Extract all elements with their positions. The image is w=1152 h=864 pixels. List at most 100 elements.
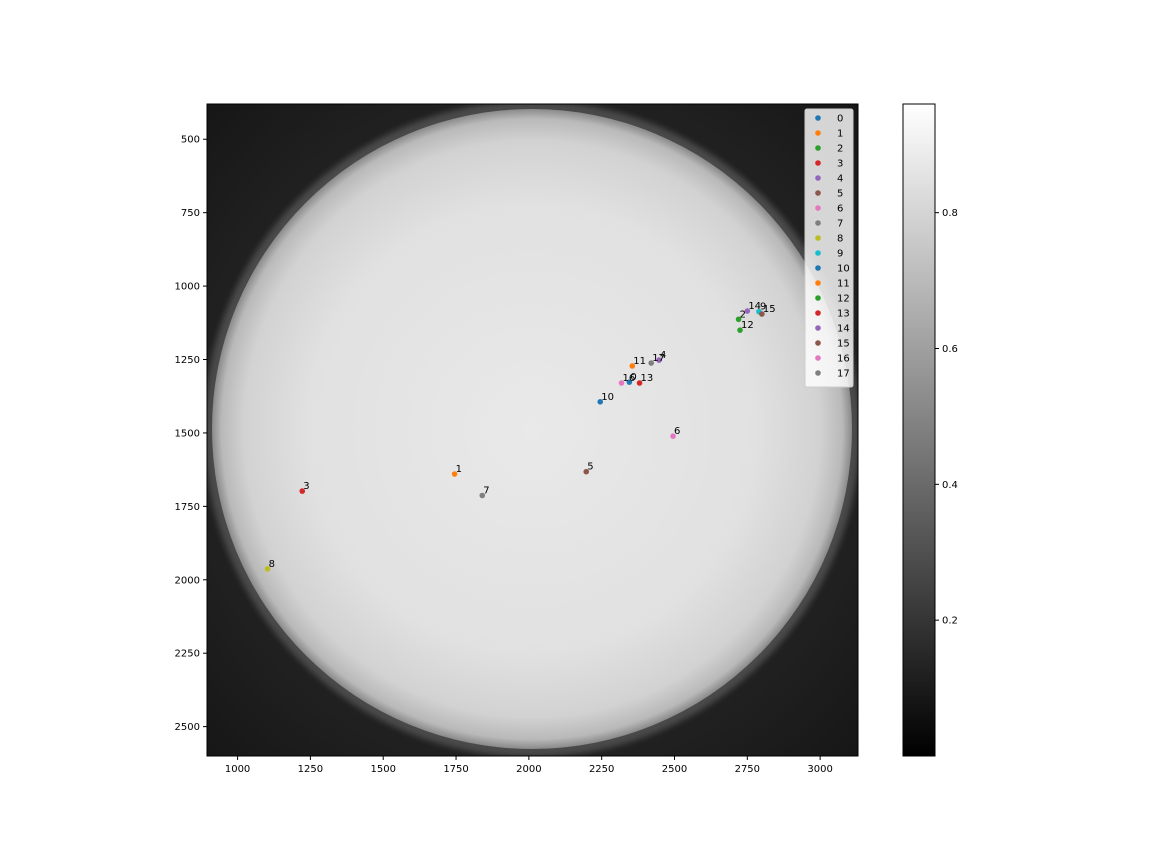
legend-label-15: 15 <box>837 339 850 350</box>
scatter-point-15 <box>759 311 765 317</box>
y-tick-label: 1250 <box>175 355 200 366</box>
x-axis: 1000 1250 1500 1750 2000 2250 2500 2750 3000 <box>225 756 833 775</box>
legend-label-10: 10 <box>837 264 850 275</box>
point-label-7: 7 <box>483 485 489 496</box>
legend-marker-16 <box>815 355 821 361</box>
point-label-11: 11 <box>633 356 646 367</box>
x-tick-label: 1500 <box>370 764 395 775</box>
legend-marker-9 <box>815 250 821 256</box>
x-tick-label: 1250 <box>298 764 323 775</box>
colorbar-gradient <box>903 104 935 756</box>
y-axis: 500 750 1000 1250 1500 1750 2000 2250 2500 <box>175 135 207 733</box>
x-tick-label: 2750 <box>735 764 760 775</box>
legend-marker-10 <box>815 265 821 271</box>
colorbar-frame <box>902 103 936 757</box>
x-tick-label: 2500 <box>662 764 687 775</box>
point-label-3: 3 <box>303 481 309 492</box>
legend-marker-11 <box>815 280 821 286</box>
legend-marker-17 <box>815 370 821 376</box>
scatter-point-0 <box>626 379 633 385</box>
y-tick-label: 1750 <box>175 502 200 513</box>
legend-label-2: 2 <box>837 144 843 155</box>
point-label-17: 17 <box>652 353 665 364</box>
colorbar-tick-label: 0.4 <box>942 480 958 491</box>
legend-label-1: 1 <box>837 129 843 140</box>
scatter-point-14 <box>744 308 751 314</box>
image-axes: 1000 1250 1500 1750 2000 2250 2500 2750 3000 500… <box>175 103 859 775</box>
legend-marker-5 <box>815 190 821 196</box>
scatter-point-6 <box>670 433 676 439</box>
x-tick-label: 3000 <box>807 764 832 775</box>
legend-marker-15 <box>815 340 821 346</box>
x-tick-label: 2000 <box>516 764 541 775</box>
solar-disk <box>212 109 852 749</box>
colorbar-tick-label: 0.6 <box>942 344 958 355</box>
legend-label-4: 4 <box>837 174 843 185</box>
legend-marker-2 <box>815 145 821 151</box>
colorbar-tick-label: 0.2 <box>942 616 958 627</box>
x-tick-label: 1000 <box>225 764 250 775</box>
legend-marker-12 <box>815 295 821 301</box>
scatter-point-1 <box>451 471 458 477</box>
colorbar: 0.2 0.4 0.6 0.8 <box>902 103 958 757</box>
point-label-8: 8 <box>269 559 275 570</box>
scatter-point-10 <box>597 399 604 405</box>
legend-label-3: 3 <box>837 159 843 170</box>
point-label-6: 6 <box>674 426 680 437</box>
axes-frame <box>206 103 859 757</box>
point-label-0: 0 <box>630 372 636 383</box>
scatter-point-7 <box>479 492 486 499</box>
y-tick-label: 2250 <box>175 649 200 660</box>
legend-label-7: 7 <box>837 219 843 230</box>
y-tick-label: 750 <box>181 208 200 219</box>
point-label-12: 12 <box>741 320 754 331</box>
legend-label-14: 14 <box>837 324 850 335</box>
scatter-point-5 <box>583 468 590 475</box>
point-label-2: 2 <box>740 309 746 320</box>
y-tick-label: 500 <box>181 135 200 146</box>
legend-label-5: 5 <box>837 189 843 200</box>
legend-label-6: 6 <box>837 204 843 215</box>
legend-marker-7 <box>815 220 821 226</box>
scatter-point-16 <box>618 380 625 386</box>
legend-label-17: 17 <box>837 369 850 380</box>
scatter-point-8 <box>264 566 271 572</box>
scatter-point-4 <box>656 357 662 363</box>
y-tick-label: 2500 <box>175 722 200 733</box>
scatter-point-12 <box>737 327 743 333</box>
point-label-1: 1 <box>456 464 462 475</box>
scatter-point-3 <box>299 488 306 494</box>
legend-label-12: 12 <box>837 294 850 305</box>
scatter-point-17 <box>648 360 654 366</box>
y-tick-label: 2000 <box>175 575 200 586</box>
y-tick-label: 1000 <box>175 282 200 293</box>
point-label-15: 15 <box>763 304 776 315</box>
point-label-14: 14 <box>748 301 761 312</box>
legend-marker-14 <box>815 325 821 331</box>
legend-marker-6 <box>815 205 821 211</box>
point-label-13: 13 <box>641 373 654 384</box>
legend-marker-13 <box>815 310 821 316</box>
point-label-9: 9 <box>760 302 766 313</box>
legend-label-0: 0 <box>837 114 843 125</box>
colorbar-ticks: 0.2 0.4 0.6 0.8 <box>935 208 958 627</box>
legend-label-13: 13 <box>837 309 850 320</box>
point-label-5: 5 <box>587 462 593 473</box>
scatter-point-11 <box>629 363 636 369</box>
point-label-4: 4 <box>660 350 666 361</box>
legend-marker-3 <box>815 160 821 166</box>
scatter-point-13 <box>636 380 643 386</box>
legend-label-16: 16 <box>837 354 850 365</box>
x-tick-label: 2250 <box>589 764 614 775</box>
legend-label-11: 11 <box>837 279 850 290</box>
x-tick-label: 1750 <box>443 764 468 775</box>
legend-marker-8 <box>815 235 821 241</box>
legend-label-8: 8 <box>837 234 843 245</box>
point-label-10: 10 <box>601 392 614 403</box>
point-label-16: 16 <box>622 373 635 384</box>
legend-marker-1 <box>815 130 821 136</box>
legend-marker-4 <box>815 175 821 181</box>
